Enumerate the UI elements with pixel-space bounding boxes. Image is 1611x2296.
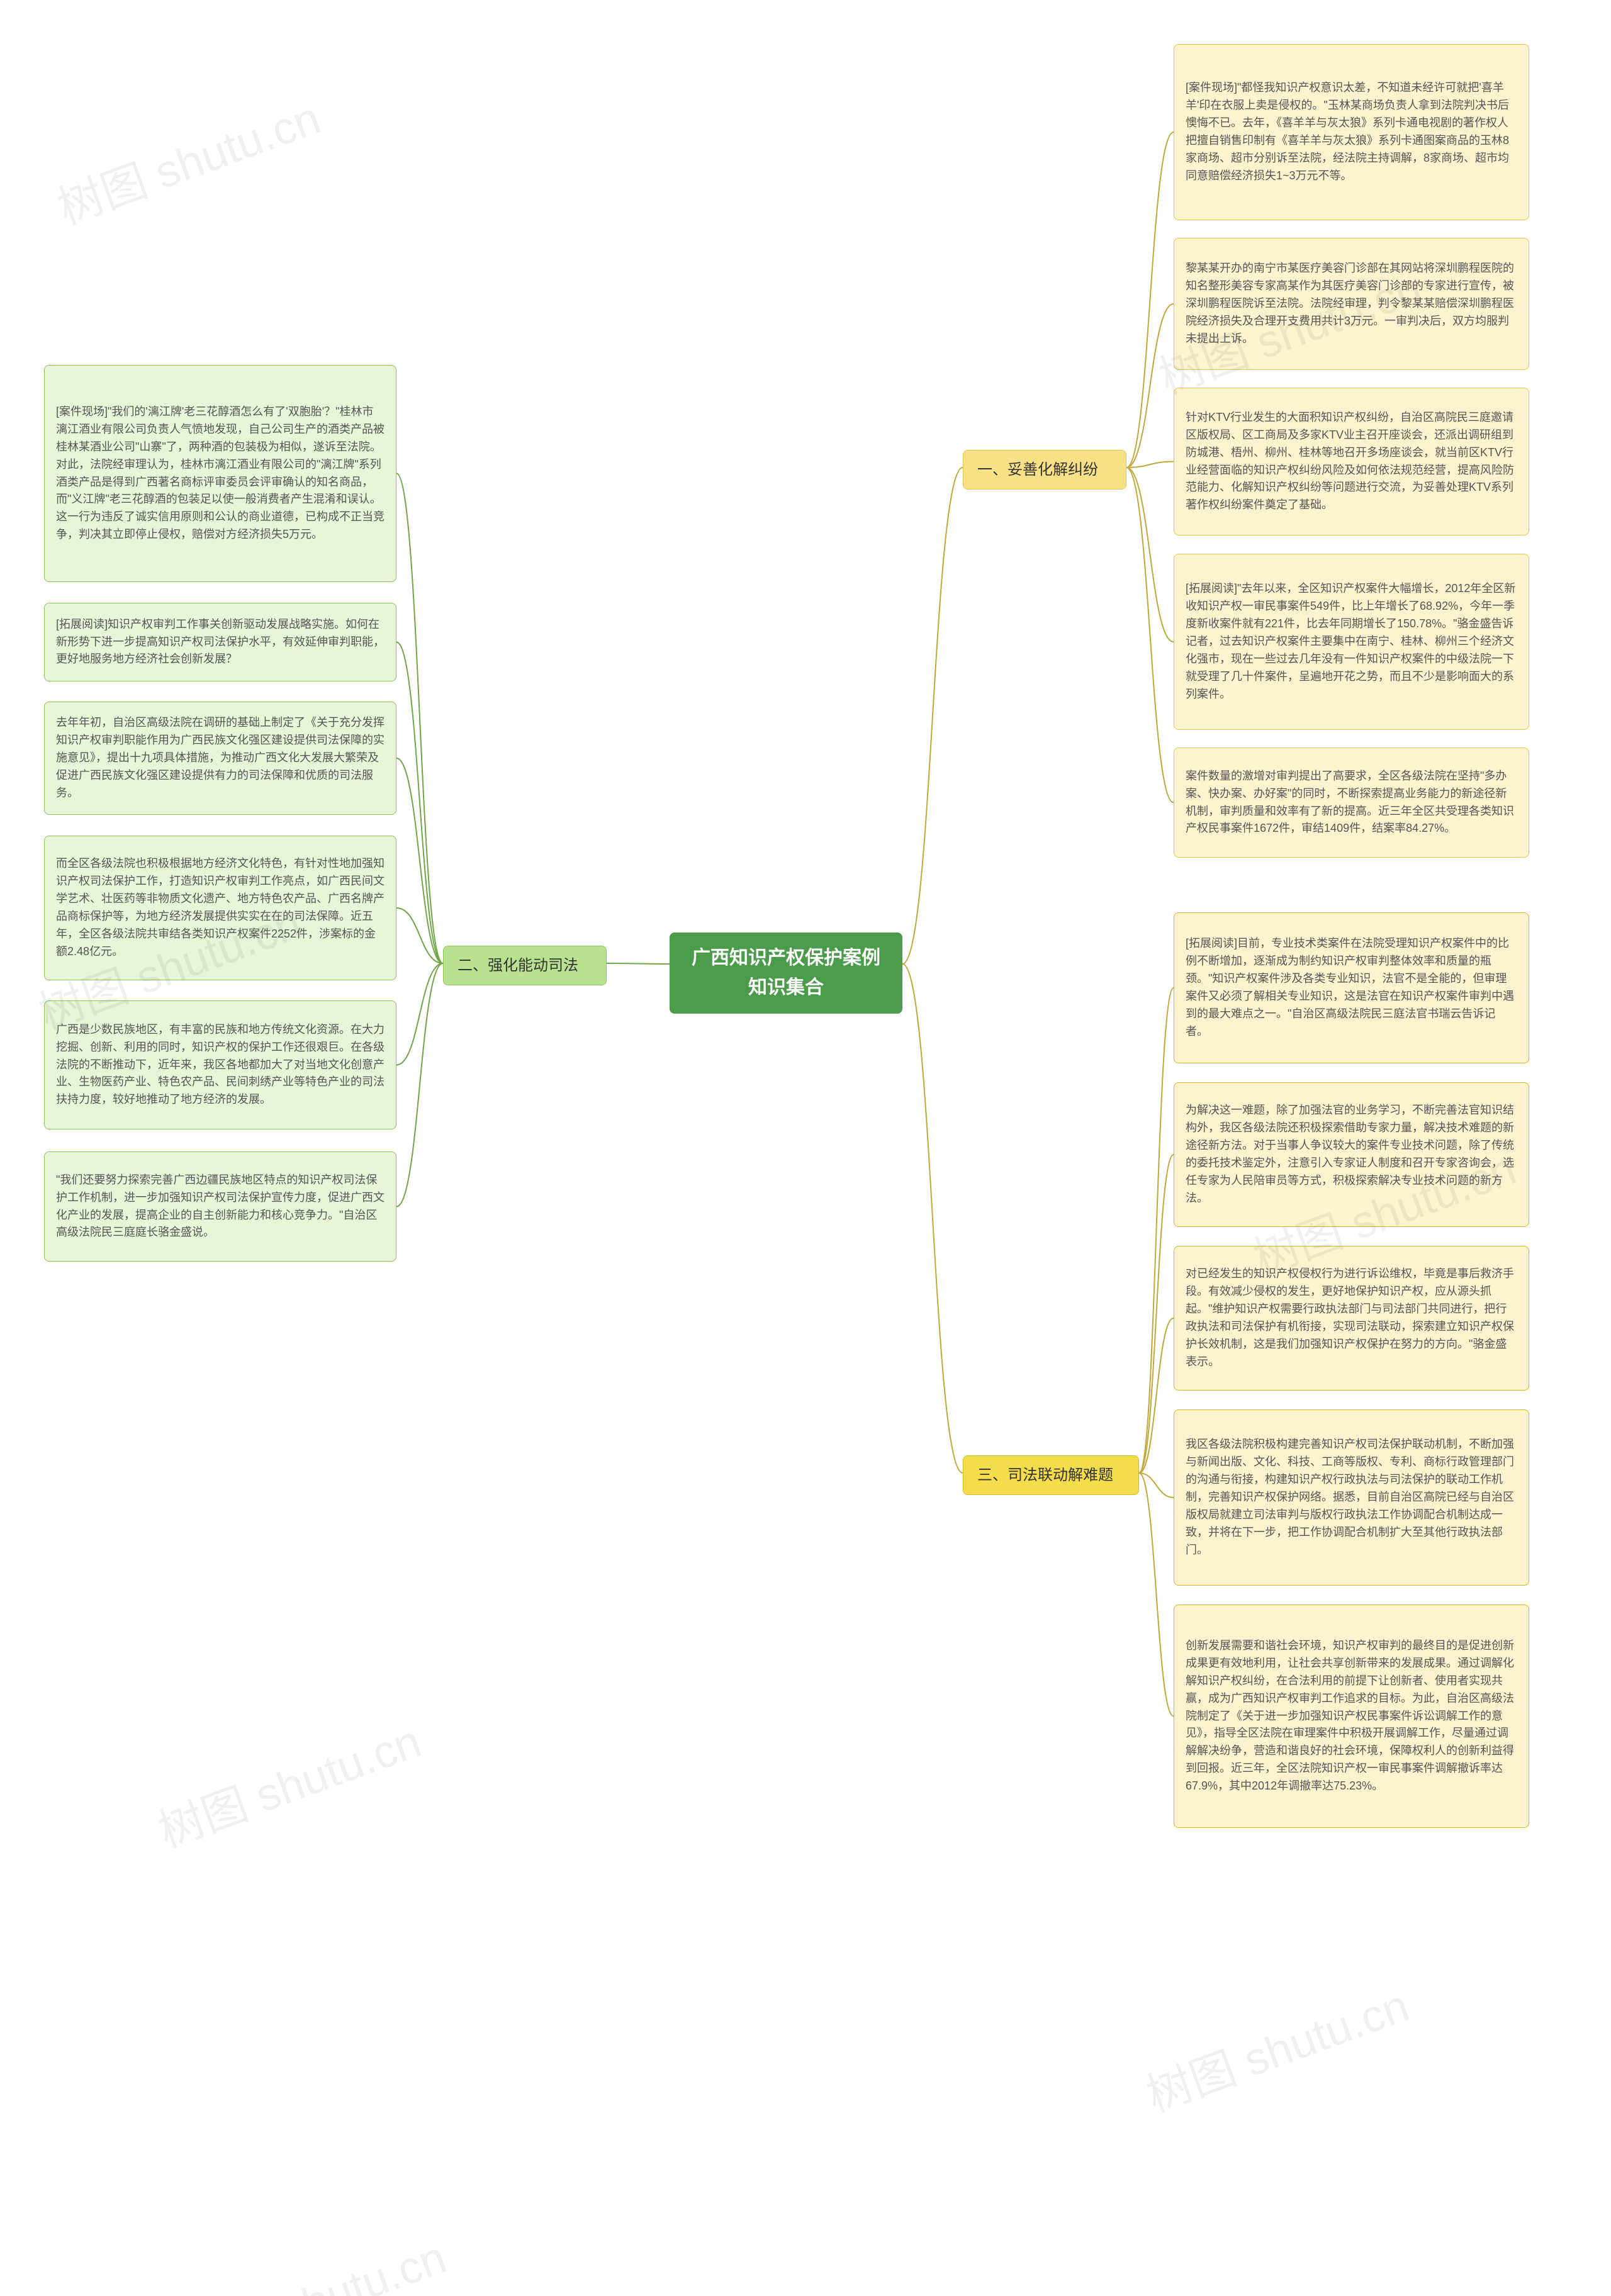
central-topic: 广西知识产权保护案例知识集合	[670, 932, 902, 1014]
leaf-text: [案件现场]"都怪我知识产权意识太差，不知道未经许可就把'喜羊羊'印在衣服上卖是…	[1186, 79, 1517, 184]
leaf-node: 对已经发生的知识产权侵权行为进行诉讼维权，毕竟是事后救济手段。有效减少侵权的发生…	[1174, 1246, 1529, 1391]
leaf-text: [拓展阅读]"去年以来，全区知识产权案件大幅增长，2012年全区新收知识产权一审…	[1186, 580, 1517, 703]
leaf-text: 为解决这一难题，除了加强法官的业务学习，不断完善法官知识结构外，我区各级法院还积…	[1186, 1102, 1517, 1207]
watermark: 树图 shutu.cn	[47, 81, 328, 237]
leaf-node: [拓展阅读]知识产权审判工作事关创新驱动发展战略实施。如何在新形势下进一步提高知…	[44, 603, 396, 681]
branch-node[interactable]: 三、司法联动解难题	[963, 1455, 1139, 1495]
leaf-text: [案件现场]"我们的'漓江牌'老三花醇酒怎么有了'双胞胎'？"桂林市漓江酒业有限…	[56, 403, 385, 544]
watermark: 树图 shutu.cn	[173, 2220, 454, 2296]
leaf-node: [案件现场]"都怪我知识产权意识太差，不知道未经许可就把'喜羊羊'印在衣服上卖是…	[1174, 44, 1529, 220]
leaf-text: 创新发展需要和谐社会环境，知识产权审判的最终目的是促进创新成果更有效地利用，让社…	[1186, 1637, 1517, 1795]
leaf-text: 黎某某开办的南宁市某医疗美容门诊部在其网站将深圳鹏程医院的知名整形美容专家高某作…	[1186, 260, 1517, 347]
leaf-node: [拓展阅读]目前，专业技术类案件在法院受理知识产权案件中的比例不断增加，逐渐成为…	[1174, 912, 1529, 1063]
leaf-text: [拓展阅读]目前，专业技术类案件在法院受理知识产权案件中的比例不断增加，逐渐成为…	[1186, 935, 1517, 1040]
leaf-text: 我区各级法院积极构建完善知识产权司法保护联动机制，不断加强与新闻出版、文化、科技…	[1186, 1436, 1517, 1559]
branch-label: 二、强化能动司法	[457, 954, 578, 977]
leaf-node: 案件数量的激增对审判提出了高要求，全区各级法院在坚持"多办案、快办案、办好案"的…	[1174, 748, 1529, 858]
leaf-text: 针对KTV行业发生的大面积知识产权纠纷，自治区高院民三庭邀请区版权局、区工商局及…	[1186, 409, 1517, 514]
leaf-node: "我们还要努力探索完善广西边疆民族地区特点的知识产权司法保护工作机制，进一步加强…	[44, 1151, 396, 1262]
branch-label: 三、司法联动解难题	[977, 1464, 1113, 1487]
branch-node[interactable]: 一、妥善化解纠纷	[963, 450, 1126, 490]
leaf-text: 而全区各级法院也积极根据地方经济文化特色，有针对性地加强知识产权司法保护工作，打…	[56, 855, 385, 960]
leaf-text: 去年年初，自治区高级法院在调研的基础上制定了《关于充分发挥知识产权审判职能作用为…	[56, 714, 385, 802]
branch-node[interactable]: 二、强化能动司法	[443, 946, 607, 985]
leaf-node: 创新发展需要和谐社会环境，知识产权审判的最终目的是促进创新成果更有效地利用，让社…	[1174, 1604, 1529, 1828]
leaf-text: 案件数量的激增对审判提出了高要求，全区各级法院在坚持"多办案、快办案、办好案"的…	[1186, 768, 1517, 838]
leaf-node: [案件现场]"我们的'漓江牌'老三花醇酒怎么有了'双胞胎'？"桂林市漓江酒业有限…	[44, 365, 396, 582]
leaf-node: [拓展阅读]"去年以来，全区知识产权案件大幅增长，2012年全区新收知识产权一审…	[1174, 554, 1529, 730]
leaf-node: 针对KTV行业发生的大面积知识产权纠纷，自治区高院民三庭邀请区版权局、区工商局及…	[1174, 388, 1529, 535]
watermark: 树图 shutu.cn	[1136, 1969, 1417, 2125]
leaf-node: 为解决这一难题，除了加强法官的业务学习，不断完善法官知识结构外，我区各级法院还积…	[1174, 1082, 1529, 1227]
leaf-text: "我们还要努力探索完善广西边疆民族地区特点的知识产权司法保护工作机制，进一步加强…	[56, 1172, 385, 1242]
watermark: 树图 shutu.cn	[148, 1705, 429, 1861]
leaf-node: 而全区各级法院也积极根据地方经济文化特色，有针对性地加强知识产权司法保护工作，打…	[44, 836, 396, 980]
leaf-node: 我区各级法院积极构建完善知识产权司法保护联动机制，不断加强与新闻出版、文化、科技…	[1174, 1409, 1529, 1586]
central-topic-label: 广西知识产权保护案例知识集合	[685, 944, 887, 1002]
leaf-text: 对已经发生的知识产权侵权行为进行诉讼维权，毕竟是事后救济手段。有效减少侵权的发生…	[1186, 1265, 1517, 1370]
leaf-node: 去年年初，自治区高级法院在调研的基础上制定了《关于充分发挥知识产权审判职能作用为…	[44, 702, 396, 815]
leaf-text: [拓展阅读]知识产权审判工作事关创新驱动发展战略实施。如何在新形势下进一步提高知…	[56, 616, 385, 669]
leaf-node: 广西是少数民族地区，有丰富的民族和地方传统文化资源。在大力挖掘、创新、利用的同时…	[44, 1000, 396, 1129]
branch-label: 一、妥善化解纠纷	[977, 458, 1098, 481]
leaf-text: 广西是少数民族地区，有丰富的民族和地方传统文化资源。在大力挖掘、创新、利用的同时…	[56, 1021, 385, 1109]
leaf-node: 黎某某开办的南宁市某医疗美容门诊部在其网站将深圳鹏程医院的知名整形美容专家高某作…	[1174, 238, 1529, 370]
